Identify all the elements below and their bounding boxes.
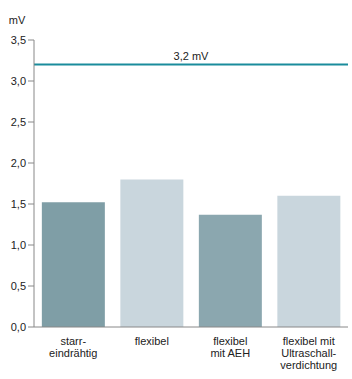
svg-text:flexibel mitUltraschall-verdic: flexibel mitUltraschall-verdichtung [280,335,337,371]
svg-text:mV: mV [9,14,26,26]
svg-text:0,0: 0,0 [11,321,26,333]
svg-text:1,5: 1,5 [11,198,26,210]
svg-text:flexibel: flexibel [135,335,169,347]
svg-text:starr-eindrähtig: starr-eindrähtig [49,335,97,359]
svg-text:3,5: 3,5 [11,34,26,46]
svg-text:1,0: 1,0 [11,239,26,251]
svg-text:2,0: 2,0 [11,157,26,169]
svg-text:3,2 mV: 3,2 mV [174,50,210,62]
svg-text:3,0: 3,0 [11,75,26,87]
svg-text:0,5: 0,5 [11,280,26,292]
svg-text:flexibelmit AEH: flexibelmit AEH [210,335,250,359]
svg-text:2,5: 2,5 [11,116,26,128]
